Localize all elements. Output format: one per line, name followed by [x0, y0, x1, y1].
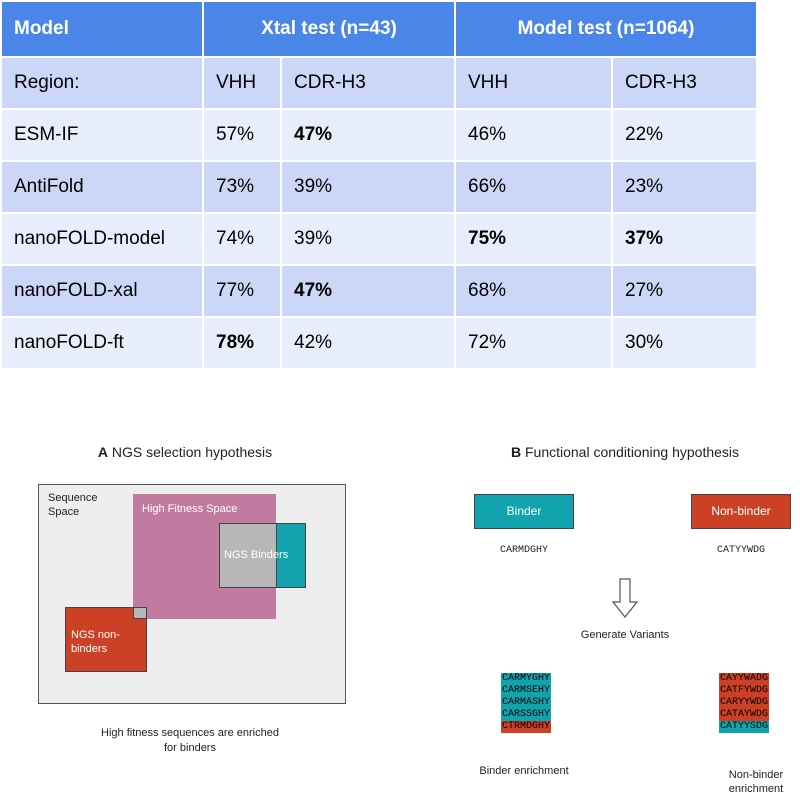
model-vhh-cell: 66%	[454, 160, 613, 214]
variant-sequence: CARMYGHY	[501, 673, 552, 685]
region-model-cdr: CDR-H3	[611, 56, 758, 110]
model-vhh-cell: 75%	[454, 212, 613, 266]
table-header-row: Model Xtal test (n=43) Model test (n=106…	[0, 0, 758, 58]
variant-sequence: CARMSEHY	[501, 685, 552, 697]
xtal-vhh-cell: 78%	[202, 316, 282, 370]
variant-sequence: CATAYWDG	[719, 709, 770, 721]
nonbinder-sequence: CATYYWDG	[716, 545, 765, 556]
header-model-test: Model test (n=1064)	[454, 0, 758, 58]
model-cdr-cell: 37%	[611, 212, 758, 266]
panel-b-title-text: Functional conditioning hypothesis	[524, 444, 740, 460]
sequence-space-label: Sequence Space	[48, 492, 98, 518]
binder-sequence: CARMDGHY	[499, 545, 548, 556]
table-row: nanoFOLD-xal 77% 47% 68% 27%	[0, 264, 758, 318]
table-row: nanoFOLD-model 74% 39% 75% 37%	[0, 212, 758, 266]
xtal-vhh-cell: 57%	[202, 108, 282, 162]
variant-sequence: CARSSGHY	[501, 709, 552, 721]
xtal-cdr-cell: 47%	[280, 264, 456, 318]
panel-a-title-text: NGS selection hypothesis	[111, 444, 273, 460]
region-model-vhh: VHH	[454, 56, 613, 110]
nonbinder-box: Non-binder	[691, 494, 791, 529]
xtal-cdr-cell: 39%	[280, 160, 456, 214]
binder-box: Binder	[474, 494, 574, 529]
xtal-vhh-cell: 73%	[202, 160, 282, 214]
model-cdr-cell: 22%	[611, 108, 758, 162]
model-cdr-cell: 27%	[611, 264, 758, 318]
panel-b-letter: B	[510, 444, 522, 460]
ngs-binders-box	[219, 523, 306, 588]
xtal-cdr-cell: 47%	[280, 108, 456, 162]
variant-sequence: CAYYWADG	[719, 673, 770, 685]
panel-b-title: B Functional conditioning hypothesis	[470, 444, 780, 460]
variant-sequence: CATFYWDG	[719, 685, 770, 697]
header-model: Model	[0, 0, 204, 58]
table-row: nanoFOLD-ft 78% 42% 72% 30%	[0, 316, 758, 370]
results-table: Model Xtal test (n=43) Model test (n=106…	[0, 0, 758, 370]
model-name: nanoFOLD-model	[0, 212, 204, 266]
variant-sequence: CARYYWDG	[719, 697, 770, 709]
model-name: AntiFold	[0, 160, 204, 214]
model-name: ESM-IF	[0, 108, 204, 162]
xtal-cdr-cell: 42%	[280, 316, 456, 370]
region-xtal-cdr: CDR-H3	[280, 56, 456, 110]
variant-sequence: CARMASHY	[501, 697, 552, 709]
table-row: AntiFold 73% 39% 66% 23%	[0, 160, 758, 214]
model-vhh-cell: 46%	[454, 108, 613, 162]
ngs-nonbinders-label: NGS non-binders	[71, 629, 120, 655]
table-row: ESM-IF 57% 47% 46% 22%	[0, 108, 758, 162]
variant-sequence: CTRMDGHY	[501, 721, 552, 733]
ngs-nonbinders-overlap-region	[133, 607, 147, 619]
binder-variants-list: CARMYGHY CARMSEHY CARMASHY CARSSGHY CTRM…	[501, 673, 552, 733]
region-xtal-vhh: VHH	[202, 56, 282, 110]
binder-enrichment-label: Binder enrichment	[479, 765, 569, 777]
high-fitness-space-label: High Fitness Space	[142, 503, 238, 515]
nonbinder-variants-list: CAYYWADG CATFYWDG CARYYWDG CATAYWDG CATY…	[719, 673, 770, 733]
header-xtal-test: Xtal test (n=43)	[202, 0, 456, 58]
model-cdr-cell: 23%	[611, 160, 758, 214]
region-label: Region:	[0, 56, 204, 110]
xtal-vhh-cell: 77%	[202, 264, 282, 318]
model-cdr-cell: 30%	[611, 316, 758, 370]
xtal-vhh-cell: 74%	[202, 212, 282, 266]
ngs-binders-overlap-region	[219, 523, 276, 588]
model-name: nanoFOLD-ft	[0, 316, 204, 370]
down-arrow-icon	[612, 578, 638, 618]
generate-variants-label: Generate Variants	[580, 629, 670, 641]
model-vhh-cell: 68%	[454, 264, 613, 318]
panel-a-caption: High fitness sequences are enriched for …	[101, 727, 279, 754]
region-row: Region: VHH CDR-H3 VHH CDR-H3	[0, 56, 758, 110]
panel-a-title: A NGS selection hypothesis	[0, 444, 370, 460]
nonbinder-enrichment-label: Non-binder enrichment	[728, 769, 784, 795]
variant-sequence: CATYYSDG	[719, 721, 770, 733]
ngs-binders-label: NGS Binders	[224, 549, 289, 561]
model-vhh-cell: 72%	[454, 316, 613, 370]
model-name: nanoFOLD-xal	[0, 264, 204, 318]
xtal-cdr-cell: 39%	[280, 212, 456, 266]
panel-a-letter: A	[97, 444, 108, 460]
